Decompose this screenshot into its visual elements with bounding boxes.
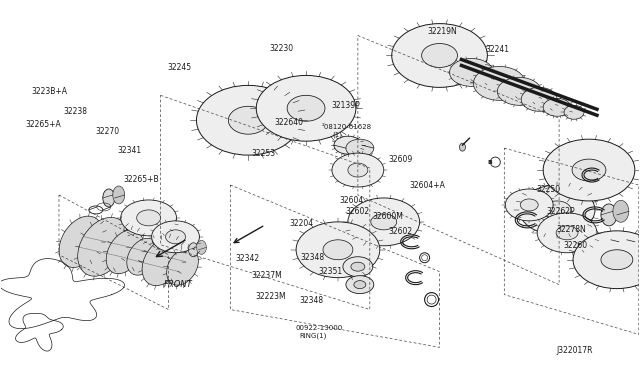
Text: 32253: 32253 bbox=[251, 149, 275, 158]
Text: 32265+B: 32265+B bbox=[124, 175, 159, 184]
Ellipse shape bbox=[392, 23, 488, 87]
Text: 322640: 322640 bbox=[274, 118, 303, 127]
Ellipse shape bbox=[351, 262, 365, 271]
Text: ²08120-61628: ²08120-61628 bbox=[321, 124, 371, 130]
Text: 32348: 32348 bbox=[301, 253, 325, 262]
Ellipse shape bbox=[497, 77, 541, 105]
Text: 32602: 32602 bbox=[389, 227, 413, 236]
Text: 32348: 32348 bbox=[300, 296, 324, 305]
Ellipse shape bbox=[371, 214, 397, 230]
Text: 32250: 32250 bbox=[537, 185, 561, 194]
Text: B: B bbox=[487, 160, 492, 164]
Ellipse shape bbox=[142, 238, 183, 286]
Ellipse shape bbox=[127, 238, 159, 275]
Ellipse shape bbox=[556, 226, 578, 240]
Text: 32609: 32609 bbox=[389, 155, 413, 164]
Ellipse shape bbox=[287, 95, 325, 121]
Ellipse shape bbox=[572, 159, 606, 181]
Text: 32223M: 32223M bbox=[255, 292, 285, 301]
Text: 32204: 32204 bbox=[289, 219, 314, 228]
Ellipse shape bbox=[189, 243, 198, 257]
Ellipse shape bbox=[332, 153, 384, 187]
Ellipse shape bbox=[601, 250, 633, 270]
Ellipse shape bbox=[519, 185, 595, 235]
Ellipse shape bbox=[113, 186, 125, 204]
Ellipse shape bbox=[474, 67, 525, 100]
Text: 32237M: 32237M bbox=[251, 271, 282, 280]
Text: RING(1): RING(1) bbox=[300, 333, 327, 339]
Text: 32238: 32238 bbox=[64, 108, 88, 116]
Ellipse shape bbox=[601, 204, 617, 226]
Text: 32260: 32260 bbox=[564, 241, 588, 250]
Ellipse shape bbox=[348, 198, 420, 246]
Ellipse shape bbox=[196, 86, 300, 155]
Ellipse shape bbox=[506, 189, 553, 221]
Ellipse shape bbox=[256, 76, 356, 141]
Text: 32341: 32341 bbox=[117, 146, 141, 155]
Ellipse shape bbox=[460, 143, 465, 151]
Text: (1): (1) bbox=[333, 132, 343, 138]
Text: 00922-13000: 00922-13000 bbox=[296, 325, 343, 331]
Ellipse shape bbox=[354, 280, 366, 289]
Ellipse shape bbox=[520, 199, 538, 211]
Ellipse shape bbox=[573, 231, 640, 289]
Ellipse shape bbox=[296, 222, 380, 278]
Ellipse shape bbox=[106, 230, 143, 274]
Text: 32262P: 32262P bbox=[547, 207, 575, 216]
Text: 32139P: 32139P bbox=[332, 102, 360, 110]
Ellipse shape bbox=[613, 201, 629, 222]
Text: 32270: 32270 bbox=[95, 126, 120, 136]
Text: 32230: 32230 bbox=[269, 44, 293, 53]
Ellipse shape bbox=[521, 87, 557, 111]
Ellipse shape bbox=[564, 105, 584, 119]
Ellipse shape bbox=[77, 217, 128, 276]
Text: 32604: 32604 bbox=[339, 196, 364, 205]
Ellipse shape bbox=[166, 248, 198, 285]
Text: 32602: 32602 bbox=[346, 208, 370, 217]
Ellipse shape bbox=[152, 221, 200, 253]
Text: 32351: 32351 bbox=[319, 267, 343, 276]
Text: 32604+A: 32604+A bbox=[409, 182, 445, 190]
Ellipse shape bbox=[348, 163, 368, 177]
Ellipse shape bbox=[346, 139, 374, 157]
Ellipse shape bbox=[422, 44, 458, 67]
Ellipse shape bbox=[121, 200, 177, 236]
Ellipse shape bbox=[166, 230, 186, 244]
Text: 32241: 32241 bbox=[486, 45, 510, 54]
Ellipse shape bbox=[59, 216, 102, 267]
Ellipse shape bbox=[137, 210, 161, 226]
Ellipse shape bbox=[346, 276, 374, 294]
Text: 32245: 32245 bbox=[167, 63, 191, 72]
Ellipse shape bbox=[323, 240, 353, 260]
Text: FRONT: FRONT bbox=[164, 280, 193, 289]
Ellipse shape bbox=[334, 136, 362, 154]
Text: 32265+A: 32265+A bbox=[26, 121, 61, 129]
Text: J322017R: J322017R bbox=[556, 346, 593, 355]
Text: 32342: 32342 bbox=[236, 254, 260, 263]
Text: 32600M: 32600M bbox=[372, 212, 403, 221]
Ellipse shape bbox=[543, 201, 571, 219]
Ellipse shape bbox=[343, 257, 373, 277]
Ellipse shape bbox=[103, 189, 115, 207]
Ellipse shape bbox=[543, 139, 635, 201]
Ellipse shape bbox=[543, 98, 571, 116]
Ellipse shape bbox=[196, 240, 207, 254]
Text: 32219N: 32219N bbox=[427, 26, 457, 36]
Ellipse shape bbox=[449, 58, 493, 86]
Ellipse shape bbox=[537, 213, 597, 253]
Ellipse shape bbox=[228, 106, 268, 134]
Text: 3223B+A: 3223B+A bbox=[32, 87, 68, 96]
Text: 32278N: 32278N bbox=[556, 225, 586, 234]
